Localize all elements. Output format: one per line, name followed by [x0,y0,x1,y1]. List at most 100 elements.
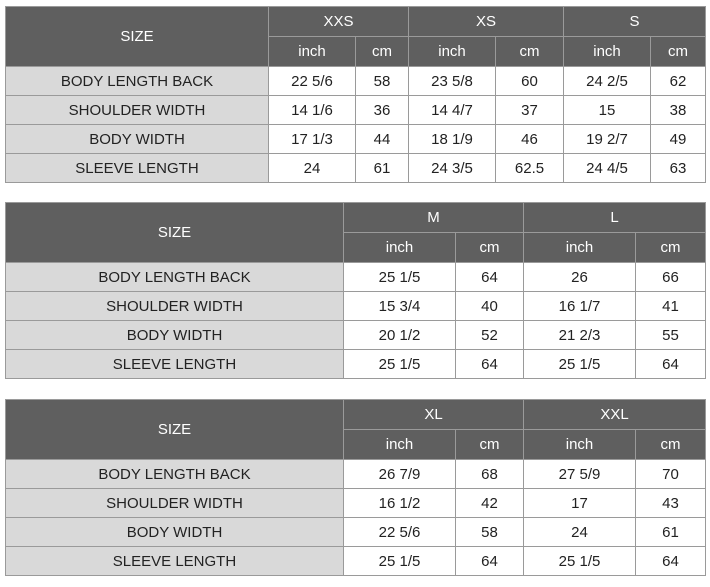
measurement-value: 64 [455,349,524,379]
measurement-label: BODY WIDTH [5,124,269,154]
unit-cm-header: cm [455,429,524,460]
measurement-value: 61 [635,517,706,547]
measurement-value: 22 5/6 [268,66,356,96]
measurement-value: 52 [455,320,524,350]
measurement-value: 26 [523,262,636,292]
measurement-value: 25 1/5 [343,262,456,292]
table-row: SLEEVE LENGTH 25 1/5 64 25 1/5 64 [5,546,706,576]
table-row: BODY WIDTH 17 1/3 44 18 1/9 46 19 2/7 49 [5,124,706,154]
measurement-value: 64 [635,546,706,576]
measurement-value: 23 5/8 [408,66,496,96]
measurement-value: 14 4/7 [408,95,496,125]
measurement-value: 24 3/5 [408,153,496,183]
measurement-value: 41 [635,291,706,321]
size-xxs-header: XXS [268,6,409,37]
measurement-value: 21 2/3 [523,320,636,350]
table-row: SHOULDER WIDTH 16 1/2 42 17 43 [5,488,706,518]
table-row: BODY WIDTH 22 5/6 58 24 61 [5,517,706,547]
measurement-label: BODY LENGTH BACK [5,459,344,489]
measurement-value: 27 5/9 [523,459,636,489]
measurement-value: 19 2/7 [563,124,651,154]
measurement-value: 43 [635,488,706,518]
measurement-label: SLEEVE LENGTH [5,153,269,183]
measurement-value: 61 [355,153,409,183]
unit-cm-header: cm [355,36,409,67]
size-xxl-header: XXL [523,399,706,430]
measurement-value: 36 [355,95,409,125]
measurement-value: 58 [355,66,409,96]
table-row: SLEEVE LENGTH 25 1/5 64 25 1/5 64 [5,349,706,379]
measurement-value: 40 [455,291,524,321]
measurement-value: 15 [563,95,651,125]
size-l-header: L [523,202,706,233]
measurement-value: 24 4/5 [563,153,651,183]
measurement-value: 25 1/5 [343,546,456,576]
size-chart-table-m-l: SIZE M L inch cm inch cm BODY LENGTH BAC… [5,202,706,379]
unit-inch-header: inch [523,429,636,460]
measurement-value: 62 [650,66,706,96]
measurement-value: 25 1/5 [523,349,636,379]
measurement-value: 14 1/6 [268,95,356,125]
measurement-value: 24 [268,153,356,183]
unit-cm-header: cm [650,36,706,67]
size-m-header: M [343,202,524,233]
measurement-value: 64 [455,546,524,576]
unit-inch-header: inch [343,429,456,460]
measurement-label: SLEEVE LENGTH [5,546,344,576]
size-header: SIZE [5,399,344,460]
measurement-value: 55 [635,320,706,350]
measurement-value: 16 1/2 [343,488,456,518]
table-row: BODY LENGTH BACK 26 7/9 68 27 5/9 70 [5,459,706,489]
measurement-value: 60 [495,66,564,96]
measurement-label: SHOULDER WIDTH [5,488,344,518]
measurement-value: 64 [635,349,706,379]
measurement-label: BODY LENGTH BACK [5,66,269,96]
measurement-value: 17 [523,488,636,518]
table-row: SHOULDER WIDTH 14 1/6 36 14 4/7 37 15 38 [5,95,706,125]
measurement-value: 64 [455,262,524,292]
unit-cm-header: cm [495,36,564,67]
measurement-value: 44 [355,124,409,154]
unit-inch-header: inch [343,232,456,263]
unit-inch-header: inch [563,36,651,67]
measurement-value: 70 [635,459,706,489]
size-header: SIZE [5,202,344,263]
measurement-value: 68 [455,459,524,489]
measurement-label: BODY LENGTH BACK [5,262,344,292]
measurement-value: 16 1/7 [523,291,636,321]
measurement-value: 49 [650,124,706,154]
measurement-value: 24 2/5 [563,66,651,96]
table-row: BODY LENGTH BACK 22 5/6 58 23 5/8 60 24 … [5,66,706,96]
unit-cm-header: cm [635,232,706,263]
measurement-value: 25 1/5 [343,349,456,379]
measurement-value: 62.5 [495,153,564,183]
measurement-label: SHOULDER WIDTH [5,291,344,321]
measurement-value: 58 [455,517,524,547]
measurement-value: 46 [495,124,564,154]
measurement-value: 66 [635,262,706,292]
table-row: BODY LENGTH BACK 25 1/5 64 26 66 [5,262,706,292]
measurement-value: 22 5/6 [343,517,456,547]
size-xl-header: XL [343,399,524,430]
measurement-value: 38 [650,95,706,125]
unit-inch-header: inch [268,36,356,67]
size-chart-table-xl-xxl: SIZE XL XXL inch cm inch cm BODY LENGTH … [5,399,706,576]
measurement-label: SHOULDER WIDTH [5,95,269,125]
unit-inch-header: inch [523,232,636,263]
measurement-value: 42 [455,488,524,518]
size-header: SIZE [5,6,269,67]
table-row: BODY WIDTH 20 1/2 52 21 2/3 55 [5,320,706,350]
unit-cm-header: cm [635,429,706,460]
unit-cm-header: cm [455,232,524,263]
table-row: SLEEVE LENGTH 24 61 24 3/5 62.5 24 4/5 6… [5,153,706,183]
measurement-value: 25 1/5 [523,546,636,576]
measurement-value: 15 3/4 [343,291,456,321]
table-row: SHOULDER WIDTH 15 3/4 40 16 1/7 41 [5,291,706,321]
measurement-label: SLEEVE LENGTH [5,349,344,379]
size-s-header: S [563,6,706,37]
measurement-value: 17 1/3 [268,124,356,154]
measurement-value: 26 7/9 [343,459,456,489]
measurement-value: 63 [650,153,706,183]
measurement-label: BODY WIDTH [5,320,344,350]
measurement-value: 37 [495,95,564,125]
